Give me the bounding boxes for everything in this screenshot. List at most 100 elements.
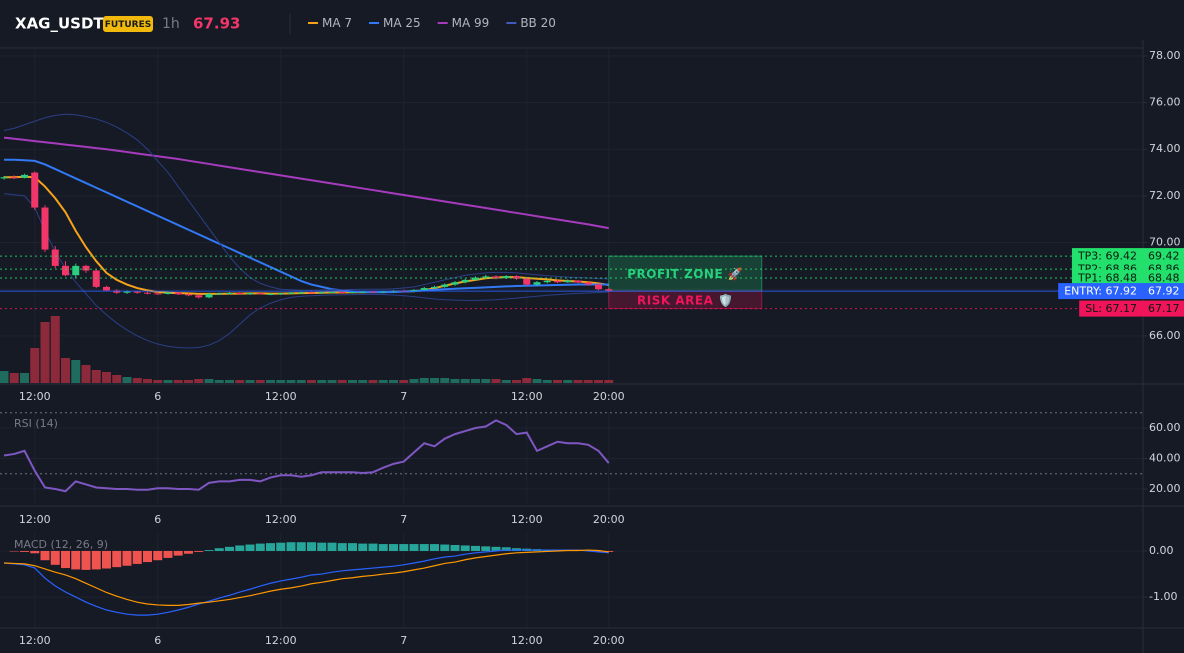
candle-body bbox=[164, 292, 172, 294]
interval[interactable]: 1h bbox=[162, 16, 180, 32]
candle-body bbox=[502, 276, 510, 279]
candle-body bbox=[236, 292, 244, 294]
macd-histogram-bar bbox=[81, 550, 91, 570]
y-tick-label: 0.00 bbox=[1149, 544, 1174, 557]
volume-bar bbox=[553, 380, 562, 383]
legend-label: MA 7 bbox=[322, 16, 352, 30]
volume-bar bbox=[317, 380, 327, 383]
volume-bar bbox=[132, 378, 142, 383]
candle-body bbox=[92, 270, 100, 287]
macd-histogram-bar bbox=[358, 543, 368, 551]
candle-body bbox=[554, 280, 561, 283]
x-tick-label: 20:00 bbox=[593, 513, 625, 526]
candle-body bbox=[359, 291, 367, 293]
macd-histogram-bar bbox=[450, 544, 460, 551]
macd-histogram-bar bbox=[491, 546, 501, 551]
volume-bar bbox=[471, 379, 480, 383]
macd-histogram-bar bbox=[440, 544, 450, 551]
volume-bar bbox=[153, 380, 163, 383]
volume-bar bbox=[214, 380, 224, 383]
volume-bar bbox=[409, 379, 419, 383]
candle-body bbox=[41, 207, 49, 250]
ma-line bbox=[4, 158, 609, 294]
volume-bar bbox=[173, 380, 183, 383]
volume-bar bbox=[20, 373, 29, 383]
y-tick-label: 70.00 bbox=[1149, 236, 1181, 249]
candle-body bbox=[205, 293, 213, 298]
axis-label: 67.92 bbox=[1148, 285, 1180, 298]
x-tick-label: 12:00 bbox=[511, 634, 543, 647]
volume-bar bbox=[399, 380, 409, 383]
macd-histogram-bar bbox=[71, 550, 81, 570]
candle-body bbox=[379, 291, 387, 293]
volume-bar bbox=[512, 380, 521, 383]
x-tick-label: 20:00 bbox=[593, 634, 625, 647]
pane-title: RSI (14) bbox=[14, 417, 58, 430]
macd-histogram-bar bbox=[460, 545, 470, 551]
macd-histogram-bar bbox=[501, 547, 511, 551]
macd-histogram-bar bbox=[399, 544, 409, 551]
volume-bar bbox=[604, 380, 614, 383]
macd-histogram-bar bbox=[389, 544, 398, 551]
macd-histogram-bar bbox=[471, 545, 480, 551]
candle-body bbox=[513, 276, 520, 279]
candle-body bbox=[246, 293, 254, 295]
candle-body bbox=[62, 265, 69, 276]
badge: FUTURES bbox=[105, 20, 151, 30]
volume-bar bbox=[143, 379, 152, 383]
volume-bar bbox=[348, 380, 357, 383]
candle-body bbox=[185, 294, 192, 296]
volume-bar bbox=[61, 358, 70, 383]
volume-bar bbox=[491, 379, 501, 383]
signal-line bbox=[3, 549, 609, 606]
candle-body bbox=[297, 292, 305, 294]
axis-label-bg bbox=[1143, 283, 1184, 300]
candle-body bbox=[523, 278, 531, 285]
y-tick-label: 20.00 bbox=[1149, 482, 1181, 495]
macd-histogram-bar bbox=[255, 543, 265, 551]
candle-body bbox=[133, 291, 141, 293]
macd-histogram-bar bbox=[419, 544, 429, 551]
macd-histogram-bar bbox=[50, 550, 60, 565]
macd-histogram-bar bbox=[337, 543, 347, 551]
candle-body bbox=[328, 292, 336, 294]
macd-histogram-bar bbox=[40, 550, 50, 561]
macd-histogram-bar bbox=[102, 550, 111, 569]
x-tick-label: 6 bbox=[154, 634, 161, 647]
volume-bar bbox=[71, 360, 81, 383]
volume-bar bbox=[337, 380, 347, 383]
macd-histogram-bar bbox=[153, 550, 163, 561]
macd-histogram-bar bbox=[378, 544, 388, 551]
candle-body bbox=[461, 279, 469, 283]
level-label-bg bbox=[1058, 283, 1143, 300]
volume-bar bbox=[573, 380, 583, 383]
macd-histogram-bar bbox=[20, 550, 29, 552]
axis-label: 69.42 bbox=[1148, 250, 1180, 263]
candle-body bbox=[215, 293, 223, 295]
macd-histogram-bar bbox=[235, 545, 245, 551]
y-tick-label: 76.00 bbox=[1149, 96, 1181, 109]
volume-bar bbox=[419, 378, 429, 383]
candle-body bbox=[21, 174, 28, 178]
candle-body bbox=[174, 292, 182, 295]
axis-label-bg bbox=[1143, 270, 1184, 287]
x-tick-label: 6 bbox=[154, 513, 161, 526]
volume-bar bbox=[286, 380, 296, 383]
legend-label: MA 99 bbox=[452, 16, 490, 30]
candle-body bbox=[31, 172, 39, 208]
volume-bar bbox=[450, 379, 460, 383]
pane-title: MACD (12, 26, 9) bbox=[14, 538, 108, 551]
macd-histogram-bar bbox=[245, 544, 255, 551]
candle-body bbox=[226, 292, 233, 294]
candle-body bbox=[82, 265, 90, 271]
macd-histogram-bar bbox=[368, 543, 378, 551]
candle-body bbox=[10, 177, 18, 179]
macd-histogram-bar bbox=[173, 550, 183, 556]
candle-body bbox=[543, 280, 551, 283]
x-tick-label: 12:00 bbox=[511, 513, 543, 526]
volume-bar bbox=[358, 380, 368, 383]
volume-bar bbox=[389, 380, 398, 383]
x-tick-label: 7 bbox=[400, 513, 407, 526]
level-label: TP1: 68.48 bbox=[1077, 272, 1137, 285]
